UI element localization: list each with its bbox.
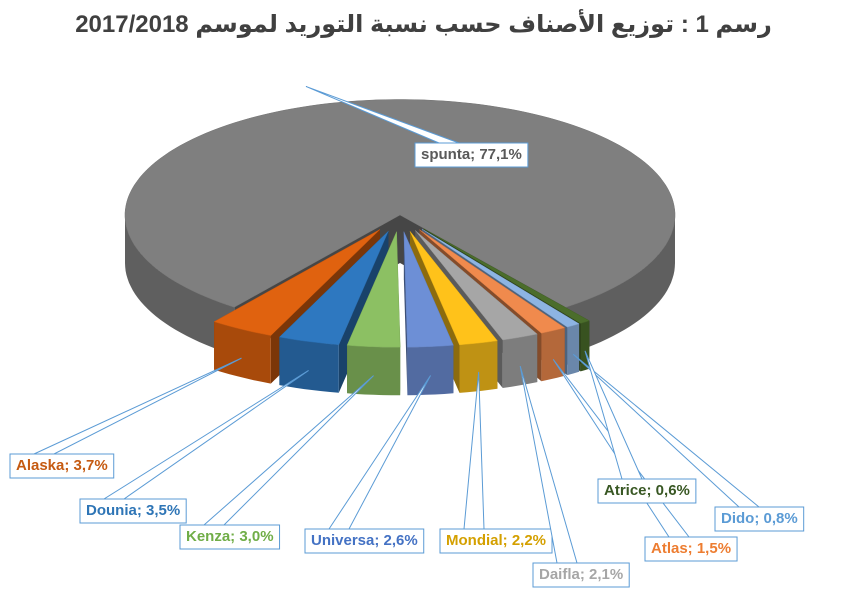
data-label: Atlas; 1,5% [651, 540, 731, 557]
chart-title: رسم 1 : توزيع الأصناف حسب نسبة التوريد ل… [75, 11, 772, 38]
label-box [597, 478, 697, 504]
slice [213, 229, 381, 336]
slice [423, 228, 590, 324]
slice-wall [541, 327, 565, 382]
label-box [644, 536, 738, 562]
label-leader [463, 371, 485, 530]
pie [124, 99, 676, 396]
label-box [714, 506, 805, 532]
slice-wall [565, 215, 675, 356]
slice-wall [125, 215, 235, 356]
slice-wall [279, 337, 339, 393]
slice-wall [502, 334, 538, 388]
slice [415, 230, 538, 341]
label-box [532, 562, 630, 588]
label-box [414, 142, 529, 168]
data-label: Dido; 0,8% [721, 510, 798, 527]
label-leader [33, 357, 242, 455]
data-label: Mondial; 2,2% [446, 532, 546, 549]
slice [419, 229, 566, 334]
data-label: Universa; 2,6% [311, 532, 418, 549]
slice [124, 99, 676, 308]
slice [421, 228, 580, 328]
slice-wall [214, 321, 271, 384]
label-leader [102, 369, 309, 500]
data-label: spunta; 77,1% [421, 146, 522, 163]
slice-wall [459, 340, 498, 393]
label-box [79, 498, 187, 524]
slice [278, 230, 389, 345]
data-label: Atrice; 0,6% [604, 482, 690, 499]
slice [403, 231, 454, 348]
data-label: Daifla; 2,1% [539, 566, 623, 583]
data-label: Alaska; 3,7% [16, 457, 108, 474]
slice-wall [347, 345, 401, 396]
label-leader [328, 375, 431, 530]
slice [409, 231, 498, 346]
slice-wall [567, 323, 580, 376]
label-box [9, 453, 115, 479]
label-box [304, 528, 425, 554]
data-label: Dounia; 3,5% [86, 502, 180, 519]
label-box [179, 524, 281, 550]
slice-wall [407, 345, 454, 396]
label-box [439, 528, 553, 554]
slice [346, 231, 401, 348]
data-label: Kenza; 3,0% [186, 528, 274, 545]
